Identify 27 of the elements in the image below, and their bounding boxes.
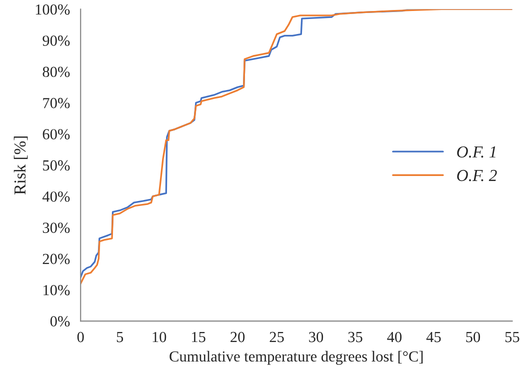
x-tick-label: 20 <box>230 332 245 342</box>
legend-label: O.F. 1 <box>457 146 496 158</box>
y-tick-label: 20% <box>42 254 70 264</box>
y-tick-label: 50% <box>43 160 70 171</box>
y-tick-label: 30% <box>42 222 70 233</box>
y-tick-label: 60% <box>42 129 70 140</box>
x-tick-label: 30 <box>309 332 324 342</box>
x-tick-label: 25 <box>270 332 284 342</box>
y-tick-label: 70% <box>43 98 70 108</box>
x-tick-label: 35 <box>348 332 362 342</box>
x-tick-label: 15 <box>192 332 206 342</box>
y-axis-title: Risk [%] <box>14 136 28 195</box>
x-tick-label: 0 <box>77 332 84 342</box>
legend-label: O.F. 2 <box>457 170 497 182</box>
x-tick-label: 45 <box>426 332 441 342</box>
y-tick-label: 40% <box>42 191 70 202</box>
x-tick-label: 5 <box>116 332 124 342</box>
x-tick-label: 10 <box>152 332 166 342</box>
y-tick-label: 90% <box>42 36 70 46</box>
y-tick-label: 100% <box>36 4 70 15</box>
y-tick-label: 10% <box>44 284 70 296</box>
x-axis-title: Cumulative temperature degrees lost [°C] <box>170 350 423 365</box>
y-tick-label: 0% <box>50 316 70 327</box>
y-tick-label: 80% <box>42 66 70 78</box>
x-tick-label: 50 <box>466 332 480 342</box>
x-tick-label: 55 <box>505 332 520 342</box>
x-tick-label: 40 <box>387 332 402 342</box>
